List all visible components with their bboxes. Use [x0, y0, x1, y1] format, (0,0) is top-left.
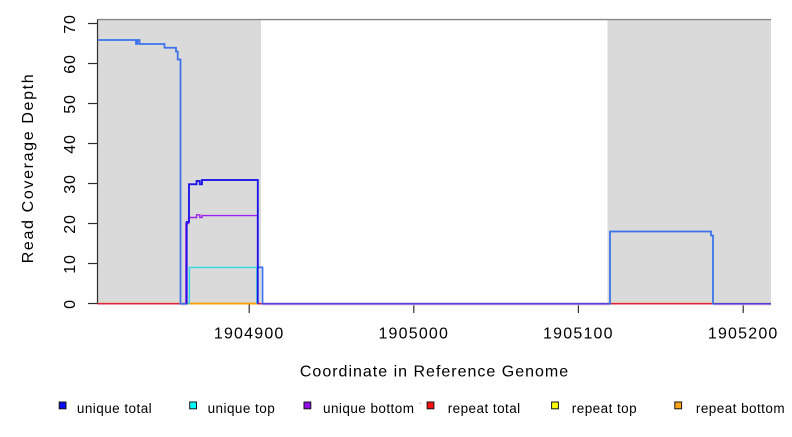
svg-text:60: 60	[62, 54, 79, 73]
svg-text:70: 70	[62, 14, 79, 33]
svg-text:30: 30	[62, 174, 79, 193]
svg-text:40: 40	[62, 134, 79, 153]
svg-text:1905200: 1905200	[708, 326, 779, 343]
svg-text:1905100: 1905100	[543, 326, 614, 343]
svg-text:1904900: 1904900	[214, 326, 285, 343]
svg-text:repeat bottom: repeat bottom	[696, 401, 785, 416]
svg-text:Coordinate in Reference Genome: Coordinate in Reference Genome	[300, 364, 569, 381]
svg-text:1905000: 1905000	[378, 326, 449, 343]
svg-text:50: 50	[62, 94, 79, 113]
svg-text:20: 20	[62, 214, 79, 233]
svg-text:repeat total: repeat total	[448, 401, 521, 416]
svg-text:unique bottom: unique bottom	[323, 401, 414, 416]
svg-text:10: 10	[62, 254, 79, 273]
svg-text:repeat top: repeat top	[572, 401, 637, 416]
svg-text:unique total: unique total	[77, 401, 152, 416]
svg-text:Read Coverage Depth: Read Coverage Depth	[20, 73, 37, 264]
svg-text:unique top: unique top	[208, 401, 276, 416]
svg-text:0: 0	[62, 299, 79, 309]
